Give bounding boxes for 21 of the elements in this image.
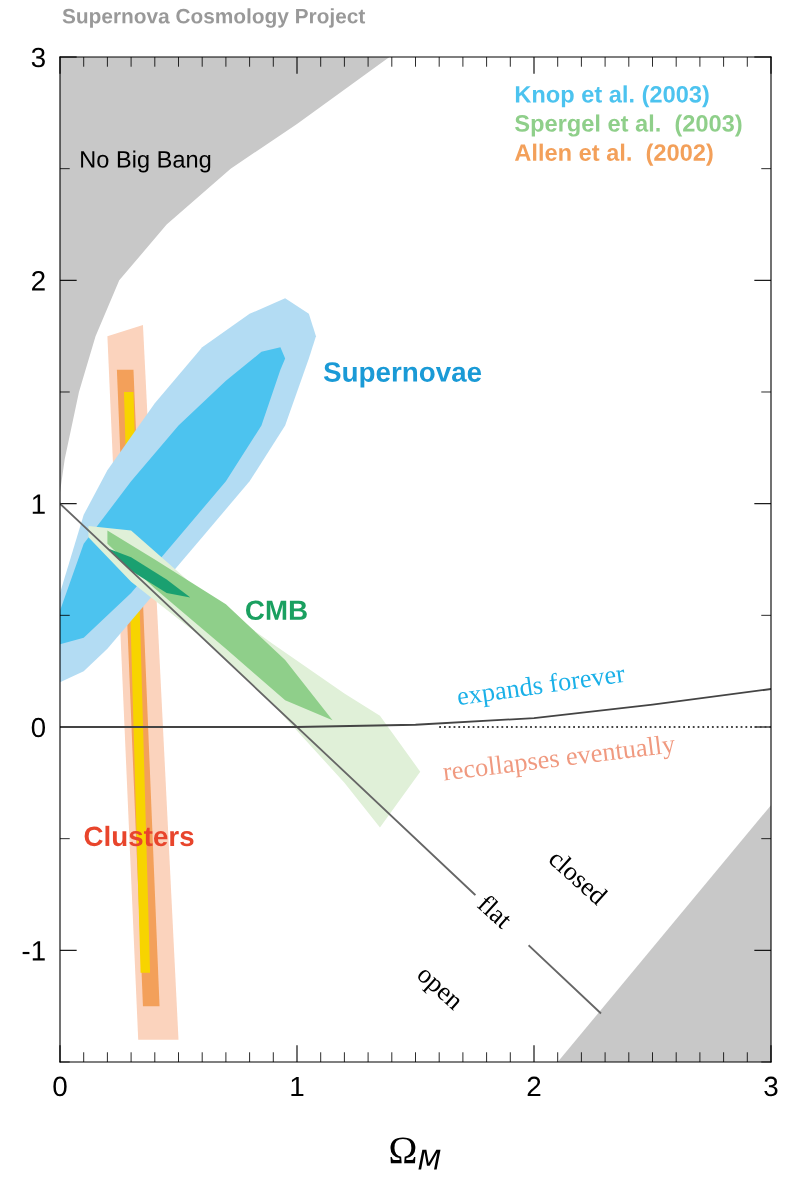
annotation: open bbox=[412, 968, 462, 1015]
x-tick-label: 0 bbox=[53, 1076, 67, 1097]
annotation: recollapses eventually bbox=[442, 733, 677, 787]
chart-title: Supernova Cosmology Project bbox=[62, 8, 366, 28]
annotation: CMB bbox=[246, 600, 307, 621]
text: Allen et al. (2002) bbox=[514, 143, 713, 166]
x-axis-title: Ω$_{M}$ bbox=[390, 1137, 441, 1170]
text: Spergel et al. (2003) bbox=[515, 114, 742, 137]
text: Knop et al. (2003) bbox=[515, 85, 709, 108]
annotation: No Big Bang bbox=[81, 150, 211, 173]
x-tick-label: 1 bbox=[291, 1076, 304, 1097]
x-tick-label: 2 bbox=[527, 1076, 541, 1097]
annotation: Supernovae bbox=[323, 362, 482, 388]
x-tick-label: 3 bbox=[764, 1076, 778, 1097]
y-tick-label: -1 bbox=[22, 941, 45, 961]
annotation: expands forever bbox=[456, 663, 627, 711]
y-tick-label: 1 bbox=[32, 494, 45, 514]
y-tick-label: 2 bbox=[32, 271, 45, 291]
y-tick-label: 0 bbox=[31, 717, 46, 738]
y-tick-label: 3 bbox=[31, 47, 45, 68]
annotation: flat bbox=[476, 892, 515, 930]
